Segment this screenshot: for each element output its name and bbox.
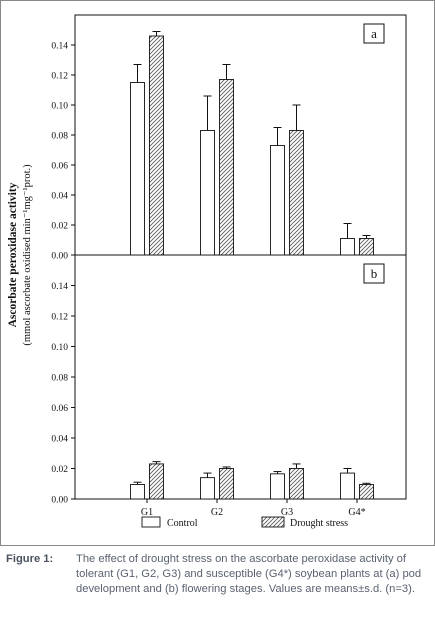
y-tick-label: 0.12: [51, 72, 68, 82]
bar-b-G4*-drought: [359, 484, 374, 500]
y-tick-label: 0.10: [51, 102, 68, 112]
bar-a-G1-drought: [149, 35, 164, 256]
bar-a-G2-control: [200, 130, 215, 256]
bar-b-G1-control: [130, 484, 145, 500]
bar-b-G3-control: [270, 473, 285, 500]
legend-swatch-drought: [261, 516, 285, 528]
panel-label-box: [363, 23, 385, 44]
x-tick-label: G4*: [348, 507, 365, 518]
y-tick-label: 0.04: [51, 192, 68, 202]
caption-label: Figure 1:: [6, 553, 54, 565]
bar-a-G3-drought: [289, 130, 304, 256]
y-tick-label: 0.06: [51, 162, 68, 172]
bar-a-G2-drought: [219, 79, 234, 256]
legend-swatch-control: [141, 516, 161, 528]
bar-b-G3-drought: [289, 468, 304, 500]
y-tick-label: 0.00: [51, 496, 68, 506]
x-tick-label: G2: [211, 507, 223, 518]
x-tick-label: G1: [141, 507, 153, 518]
y-tick-label: 0.14: [51, 282, 68, 292]
panel-frame-a: [74, 14, 407, 256]
panel-label-box: [363, 263, 385, 284]
y-tick-label: 0.04: [51, 435, 68, 445]
caption-text: The effect of drought stress on the asco…: [76, 553, 422, 595]
bar-b-G1-drought: [149, 463, 164, 500]
x-tick-label: G3: [281, 507, 293, 518]
bar-a-G3-control: [270, 145, 285, 256]
legend-label-control: Control: [167, 518, 198, 529]
panel-label: b: [371, 266, 378, 281]
panel-frame-b: [74, 254, 407, 500]
panel-label: a: [371, 26, 377, 41]
y-tick-label: 0.06: [51, 404, 68, 414]
bar-a-G1-control: [130, 82, 145, 256]
bar-a-G4*-control: [340, 238, 355, 256]
bar-b-G2-control: [200, 477, 215, 500]
y-tick-label: 0.02: [51, 465, 68, 475]
y-tick-label: 0.00: [51, 252, 68, 262]
y-axis-title: Ascorbate peroxidase activity: [7, 182, 19, 327]
legend-label-drought: Drought stress: [290, 518, 348, 529]
bar-b-G2-drought: [219, 468, 234, 500]
y-tick-label: 0.10: [51, 343, 68, 353]
y-axis-subtitle: (mmol ascorbate oxidised min⁻¹mg⁻¹prot.): [22, 164, 33, 346]
y-tick-label: 0.08: [51, 374, 68, 384]
y-tick-label: 0.12: [51, 313, 68, 323]
y-tick-label: 0.08: [51, 132, 68, 142]
y-tick-label: 0.02: [51, 222, 68, 232]
y-tick-label: 0.14: [51, 42, 68, 52]
bar-a-G4*-drought: [359, 238, 374, 256]
bar-b-G4*-control: [340, 472, 355, 500]
